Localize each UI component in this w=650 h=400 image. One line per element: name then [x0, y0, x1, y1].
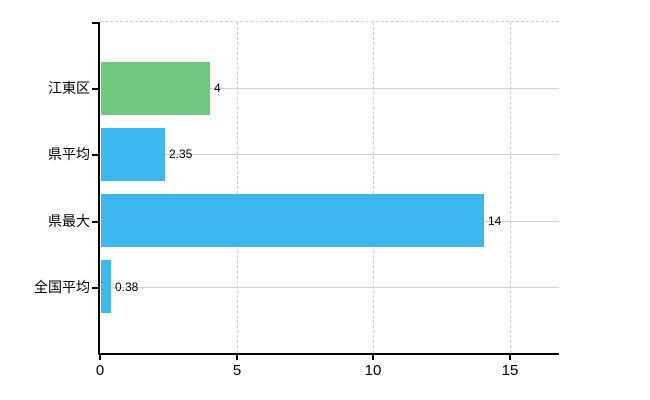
horizontal-gridline [100, 88, 559, 89]
bar-value-label: 14 [488, 214, 502, 228]
y-axis-tick [92, 154, 98, 156]
category-label: 全国平均 [34, 279, 90, 295]
bar-value-label: 2.35 [169, 147, 193, 161]
y-axis-tick [92, 287, 98, 289]
category-label: 県平均 [48, 146, 90, 162]
bar-value-label: 0.38 [115, 280, 139, 294]
x-axis-tick [236, 355, 238, 360]
bar [101, 62, 210, 115]
bar [101, 194, 484, 247]
bar [101, 128, 165, 181]
y-axis-tick [92, 221, 98, 223]
bar-value-label: 4 [214, 81, 221, 95]
x-axis-tick [99, 355, 101, 360]
x-axis-tick-label: 5 [232, 362, 242, 379]
vertical-gridline [373, 22, 374, 353]
horizontal-gridline [100, 287, 559, 288]
x-axis-line [98, 353, 559, 355]
vertical-gridline [237, 22, 238, 353]
y-axis-tick [92, 88, 98, 90]
x-axis-tick [372, 355, 374, 360]
bar [101, 260, 111, 313]
horizontal-gridline [100, 154, 559, 155]
plot-top-border [100, 21, 559, 22]
y-axis-tick [92, 22, 98, 24]
y-axis-line [98, 22, 100, 355]
x-axis-tick [509, 355, 511, 360]
category-label: 江東区 [48, 80, 90, 96]
x-axis-tick-label: 15 [501, 362, 519, 379]
vertical-gridline [510, 22, 511, 353]
category-label: 県最大 [48, 213, 90, 229]
x-axis-tick-label: 10 [364, 362, 382, 379]
x-axis-tick-label: 0 [95, 362, 105, 379]
